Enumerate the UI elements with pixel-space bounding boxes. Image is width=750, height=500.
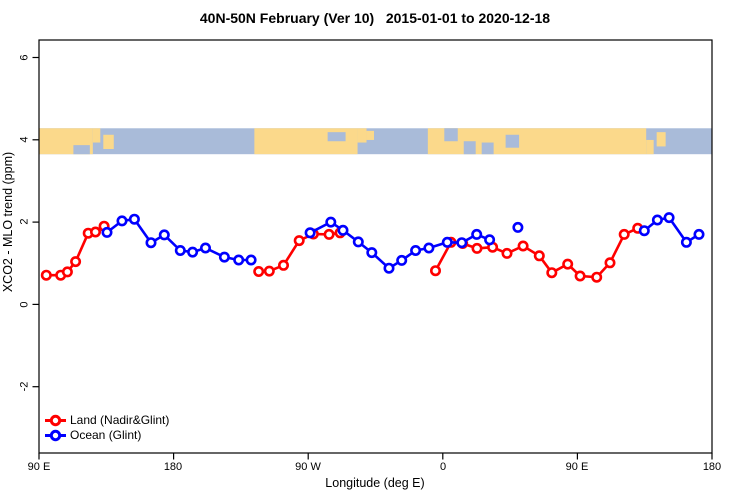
land-data-point [574,270,586,282]
land-data-point [533,250,545,262]
chart-title: 40N-50N February (Ver 10) 2015-01-01 to … [199,10,551,26]
ocean-data-point [158,229,170,241]
map-band-land [103,134,114,150]
map-band-land [92,128,101,143]
map-band-ocean-notch [481,142,494,155]
ocean-data-point [174,245,186,257]
land-data-point [253,265,265,277]
land-data-point [277,259,289,271]
land-data-point [40,269,52,281]
map-band-land [656,132,666,147]
ocean-data-point [663,212,675,224]
land-data-point [604,257,616,269]
y-tick-label-0: 0 [18,301,31,308]
legend-label-ocean: Ocean (Glint) [70,428,142,442]
y-axis-label: XCO2 - MLO trend (ppm) [1,151,15,293]
land-data-point [429,265,441,277]
ocean-data-point [145,237,157,249]
map-band-ocean-notch [505,134,520,148]
ocean-data-point [484,234,496,246]
ocean-data-point [396,254,408,266]
legend-marker-sample [49,414,62,427]
ocean-data-point [680,236,692,248]
ocean-data-point [471,228,483,240]
land-data-point [618,228,630,240]
ocean-data-point [304,227,316,239]
ocean-data-point [651,214,663,226]
land-data-point [591,271,603,283]
x-tick-label-90e-2: 90 E [565,461,589,473]
y-tick-label-neg2: -2 [18,381,31,392]
ocean-data-point [441,236,453,248]
ocean-data-point [512,221,524,233]
map-band-land [366,130,375,140]
x-tick-label-90e-1: 90 E [27,461,51,473]
ocean-data-point [116,215,128,227]
ocean-data-point [352,236,364,248]
ocean-data-point [337,224,349,236]
ocean-data-point [456,237,468,249]
legend-marker-sample [49,429,62,442]
land-data-point [70,256,82,268]
land-data-point [323,228,335,240]
ocean-data-point [383,262,395,274]
x-axis-label: Longitude (deg E) [325,476,425,490]
ocean-data-point [218,251,230,263]
y-tick-label-6: 6 [18,54,31,61]
x-tick-label-180-1: 180 [163,461,183,473]
y-tick-label-2: 2 [18,218,31,225]
ocean-data-point [638,225,650,237]
map-band-land [427,128,647,155]
ocean-data-point [325,216,337,228]
legend-label-land: Land (Nadir&Glint) [70,413,170,427]
ocean-data-point [693,228,705,240]
ocean-data-point [245,254,257,266]
land-data-point [546,267,558,279]
ocean-data-point [101,226,113,238]
x-tick-label-90w: 90 W [295,461,321,473]
x-tick-label-0: 0 [439,461,447,473]
ocean-data-point [128,213,140,225]
land-data-point [517,240,529,252]
plot-border [38,39,713,454]
x-tick-label-180-2: 180 [702,461,722,473]
ocean-data-point [366,247,378,259]
land-data-point [90,226,102,238]
land-data-point [501,247,513,259]
land-data-point [471,242,483,254]
map-band-ocean-notch [327,132,346,142]
ocean-data-point [410,245,422,257]
land-data-point [562,258,574,270]
land-data-point [293,235,305,247]
map-band-land [357,128,367,143]
ocean-data-point [187,246,199,258]
ocean-data-point [423,242,435,254]
map-band-land [646,139,654,155]
ocean-data-point [233,254,245,266]
land-data-point [263,265,275,277]
land-data-point [61,266,73,278]
map-band-ocean-notch [444,128,458,142]
ocean-data-point [200,242,212,254]
y-tick-label-4: 4 [18,136,31,143]
map-band-ocean-notch [73,145,90,155]
map-band-ocean-notch [463,141,476,155]
